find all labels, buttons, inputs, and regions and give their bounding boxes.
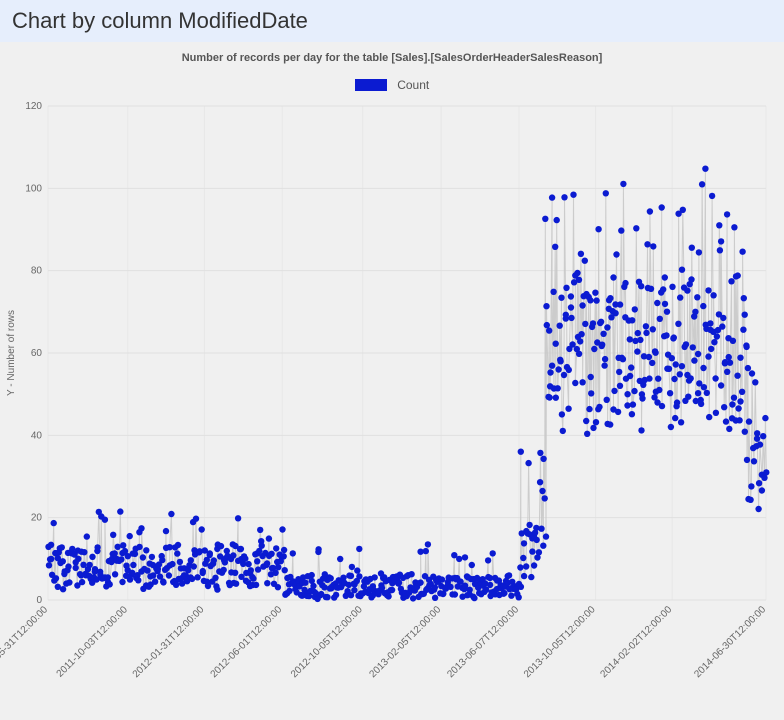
svg-text:20: 20 [31, 513, 43, 524]
svg-text:120: 120 [25, 101, 42, 112]
svg-text:80: 80 [31, 266, 43, 277]
svg-text:2014-02-02T12:00:00: 2014-02-02T12:00:00 [599, 604, 675, 680]
svg-text:2011-05-31T12:00:00: 2011-05-31T12:00:00 [0, 604, 50, 680]
svg-text:2013-02-05T12:00:00: 2013-02-05T12:00:00 [367, 604, 443, 680]
chart-legend: Count [0, 64, 784, 100]
svg-text:2012-10-05T12:00:00: 2012-10-05T12:00:00 [289, 604, 365, 680]
svg-text:100: 100 [25, 183, 42, 194]
svg-text:2012-06-01T12:00:00: 2012-06-01T12:00:00 [209, 604, 285, 680]
page-title-text: Chart by column ModifiedDate [12, 8, 308, 33]
svg-text:2014-06-30T12:00:00: 2014-06-30T12:00:00 [692, 604, 768, 680]
page-title: Chart by column ModifiedDate [0, 0, 784, 42]
svg-text:Y - Number of rows: Y - Number of rows [6, 310, 17, 396]
svg-text:2013-10-05T12:00:00: 2013-10-05T12:00:00 [522, 604, 598, 680]
chart-title: Number of records per day for the table … [0, 42, 784, 64]
svg-text:60: 60 [31, 348, 43, 359]
chart-container: Number of records per day for the table … [0, 42, 784, 720]
svg-text:2011-10-03T12:00:00: 2011-10-03T12:00:00 [55, 604, 131, 680]
svg-text:2012-01-31T12:00:00: 2012-01-31T12:00:00 [131, 604, 207, 680]
svg-text:40: 40 [31, 430, 43, 441]
legend-label: Count [397, 78, 429, 92]
scatter-plot: 020406080100120Y - Number of rows2011-05… [0, 100, 784, 720]
legend-swatch [355, 79, 387, 91]
svg-text:2013-06-07T12:00:00: 2013-06-07T12:00:00 [445, 604, 521, 680]
